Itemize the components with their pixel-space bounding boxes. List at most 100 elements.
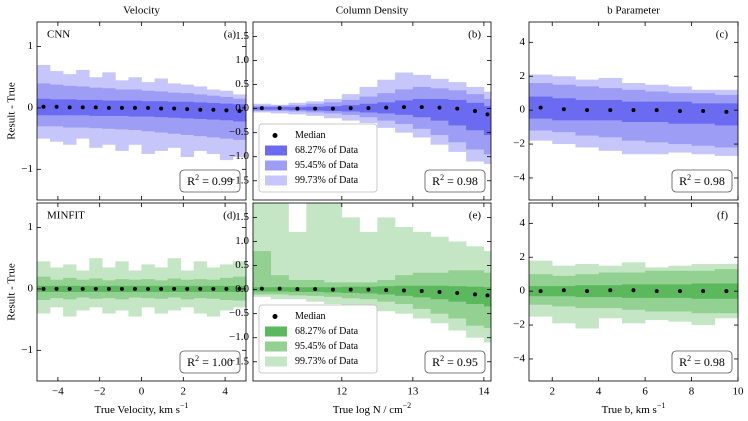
x-axis-label-exponent: −2 bbox=[403, 401, 412, 410]
panel-label: (a) bbox=[224, 29, 237, 41]
y-tick-label: 1 bbox=[28, 221, 34, 233]
median-point bbox=[631, 288, 636, 293]
legend-label: 68.27% of Data bbox=[295, 145, 359, 156]
median-point bbox=[259, 286, 264, 291]
x-axis-label-text: True log N / cm bbox=[333, 404, 403, 416]
median-point bbox=[54, 104, 59, 109]
r2-exponent: 2 bbox=[195, 173, 199, 182]
y-tick-label: 0 bbox=[520, 104, 526, 116]
median-point bbox=[701, 289, 706, 294]
panel-title: b Parameter bbox=[607, 5, 660, 17]
median-point bbox=[608, 288, 613, 293]
r2-value: = 0.99 bbox=[199, 174, 233, 188]
median-point bbox=[473, 292, 478, 297]
r2-value: = 0.95 bbox=[444, 355, 478, 369]
legend-label: 99.73% of Data bbox=[295, 356, 359, 367]
median-point bbox=[172, 286, 177, 291]
median-point bbox=[330, 106, 335, 111]
x-tick-label: 6 bbox=[642, 386, 648, 398]
panel-label: (b) bbox=[468, 29, 481, 41]
percentile-band bbox=[430, 98, 449, 121]
x-axis-label: True b, km s−1 bbox=[602, 401, 666, 416]
y-tick-label: −1 bbox=[21, 344, 33, 356]
y-tick-label: −4 bbox=[513, 352, 525, 364]
panel-title: Velocity bbox=[123, 5, 160, 17]
median-point bbox=[724, 109, 729, 114]
legend-swatch bbox=[265, 145, 287, 156]
legend-swatch bbox=[265, 341, 287, 352]
median-point bbox=[224, 286, 229, 291]
median-point bbox=[608, 108, 613, 113]
y-tick-label: 0 bbox=[520, 285, 526, 297]
x-axis-label-exponent: −1 bbox=[657, 401, 666, 410]
r2-value: = 0.98 bbox=[691, 174, 725, 188]
median-point bbox=[41, 286, 46, 291]
median-point bbox=[455, 106, 460, 111]
median-point bbox=[93, 286, 98, 291]
y-tick-label: 0.0 bbox=[235, 102, 249, 114]
panel-label: (e) bbox=[469, 210, 482, 222]
legend-box bbox=[258, 304, 378, 374]
y-tick-label: −1 bbox=[21, 163, 33, 175]
r2-value: = 1.00 bbox=[199, 355, 233, 369]
y-tick-label: 2 bbox=[520, 251, 526, 263]
plot-area bbox=[37, 258, 246, 317]
legend-marker bbox=[272, 133, 278, 138]
median-point bbox=[237, 109, 242, 113]
axes-frame bbox=[252, 202, 492, 382]
x-tick-label: 0 bbox=[139, 386, 145, 398]
x-tick-label: −4 bbox=[52, 386, 64, 398]
y-tick-label: −1.0 bbox=[229, 331, 249, 343]
median-point bbox=[93, 105, 98, 110]
x-axis-label-text: True Velocity, km s bbox=[95, 404, 180, 416]
y-tick-label: 0.5 bbox=[235, 78, 249, 90]
y-tick-label: 2 bbox=[520, 70, 526, 82]
median-point bbox=[172, 106, 177, 111]
y-tick-label: 0.0 bbox=[235, 283, 249, 295]
median-point bbox=[677, 289, 682, 294]
median-point bbox=[237, 286, 242, 291]
r2-label: R2 = 0.98 bbox=[679, 354, 725, 369]
y-tick-label: −1.5 bbox=[229, 174, 249, 186]
panel-title: Column Density bbox=[336, 5, 409, 17]
median-point bbox=[295, 106, 300, 111]
legend-box bbox=[258, 123, 378, 193]
x-tick-label: 4 bbox=[222, 386, 228, 398]
x-tick-label: 8 bbox=[689, 386, 695, 398]
median-point bbox=[485, 112, 490, 117]
percentile-band bbox=[466, 102, 485, 131]
y-tick-label: −0.5 bbox=[229, 307, 249, 319]
row-label: MINFIT bbox=[47, 210, 85, 222]
median-point bbox=[401, 288, 406, 293]
legend-label: 68.27% of Data bbox=[295, 326, 359, 337]
median-point bbox=[473, 109, 478, 113]
median-point bbox=[384, 288, 389, 293]
median-point bbox=[437, 290, 442, 294]
legend-swatch bbox=[265, 356, 287, 367]
median-point bbox=[313, 106, 318, 111]
percentile-band bbox=[714, 103, 738, 126]
y-tick-label: 0.5 bbox=[235, 259, 249, 271]
plot-area bbox=[529, 74, 738, 156]
plot-area bbox=[253, 203, 491, 343]
median-point bbox=[538, 289, 543, 294]
median-point bbox=[631, 108, 636, 113]
median-point bbox=[455, 290, 460, 295]
x-axis-label: True log N / cm−2 bbox=[333, 401, 411, 416]
median-point bbox=[185, 286, 190, 291]
x-tick-label: 12 bbox=[336, 386, 347, 398]
median-point bbox=[585, 108, 590, 113]
y-tick-label: 0 bbox=[28, 282, 34, 294]
x-tick-label: −2 bbox=[94, 386, 106, 398]
legend-label: 95.45% of Data bbox=[295, 160, 359, 171]
y-tick-label: −1.0 bbox=[229, 150, 249, 162]
r2-box bbox=[671, 350, 733, 374]
median-point bbox=[277, 286, 282, 291]
y-tick-label: 1.5 bbox=[235, 211, 249, 223]
panel-label: (c) bbox=[716, 29, 729, 41]
y-tick-label: −2 bbox=[513, 319, 525, 331]
median-point bbox=[67, 105, 72, 110]
y-tick-label: −1.5 bbox=[229, 355, 249, 367]
r2-symbol: R bbox=[432, 355, 440, 369]
median-point bbox=[654, 289, 659, 294]
